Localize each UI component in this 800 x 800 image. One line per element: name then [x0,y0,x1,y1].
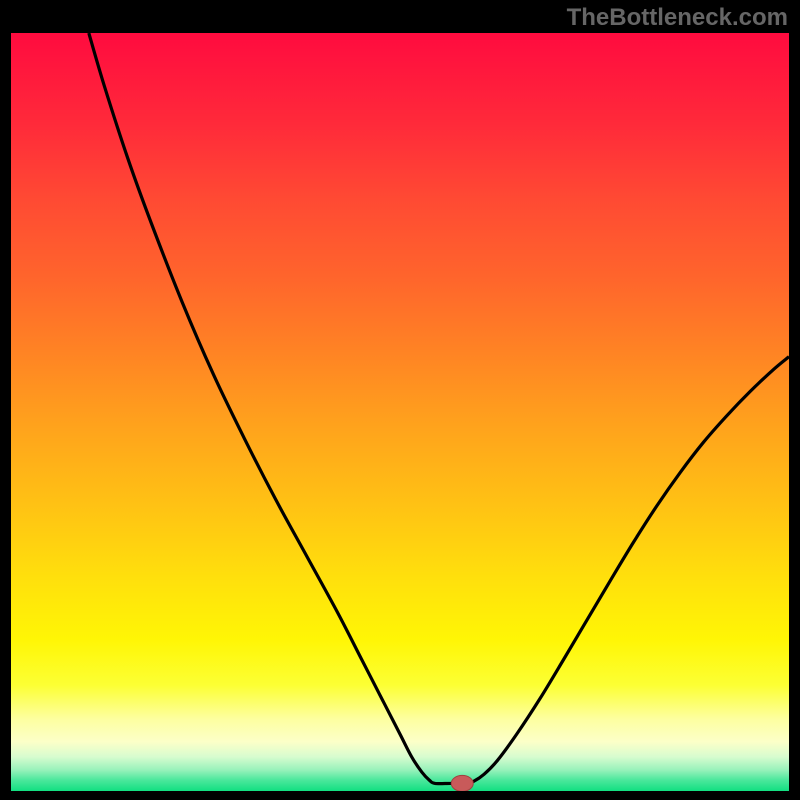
bottleneck-curve-chart [11,33,789,791]
plot-area [11,33,789,791]
gradient-background [11,33,789,791]
watermark-label: TheBottleneck.com [567,4,788,32]
optimal-point-marker [451,775,473,791]
